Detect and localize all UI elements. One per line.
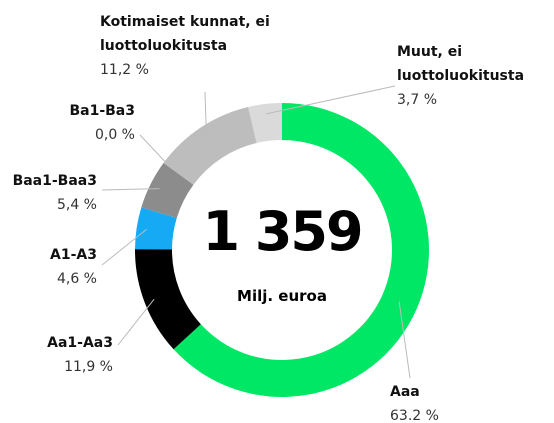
segment-label: Baa1-Baa3 5,4 % — [13, 169, 97, 217]
donut-segment — [248, 103, 282, 143]
donut-segment — [141, 162, 194, 218]
category-name: A1-A3 — [50, 247, 97, 263]
value-label: 11,9 % — [64, 359, 113, 375]
value-label: 5,4 % — [56, 197, 97, 213]
donut-segment — [163, 106, 257, 185]
category-name: Muut, ei luottoluokitusta — [397, 44, 525, 84]
leader-line — [101, 188, 160, 191]
donut-segment — [135, 207, 177, 250]
donut-segment — [173, 103, 429, 398]
category-name: Aaa — [390, 384, 420, 400]
center-label: Milj. euroa — [237, 287, 327, 305]
value-label: 11,2 % — [100, 62, 149, 78]
category-name: Baa1-Baa3 — [12, 173, 97, 189]
leader-line — [398, 301, 411, 379]
value-label: 63.2 % — [390, 408, 439, 423]
center-value: 1 359 — [202, 200, 363, 263]
value-label: 3,7 % — [397, 92, 438, 108]
segment-label: Muut, ei luottoluokitusta 3,7 % — [397, 40, 524, 112]
segment-label: Kotimaiset kunnat, ei luottoluokitusta 11… — [100, 10, 270, 82]
leader-line — [101, 229, 147, 266]
donut-segment — [135, 249, 201, 350]
value-label: 4,6 % — [56, 271, 97, 287]
category-name: Ba1-Ba3 — [69, 103, 135, 119]
segment-label: Ba1-Ba3 0,0 % — [69, 99, 135, 147]
segment-label: Aa1-Aa3 11,9 % — [47, 331, 113, 379]
category-name: Kotimaiset kunnat, ei luottoluokitusta — [100, 14, 270, 54]
segment-label: A1-A3 4,6 % — [50, 243, 97, 291]
leader-line — [204, 91, 207, 136]
leader-line — [266, 85, 396, 115]
value-label: 0,0 % — [94, 127, 135, 143]
category-name: Aa1-Aa3 — [47, 335, 113, 351]
segment-label: Aaa 63.2 % — [390, 380, 439, 423]
leader-line — [117, 298, 155, 346]
